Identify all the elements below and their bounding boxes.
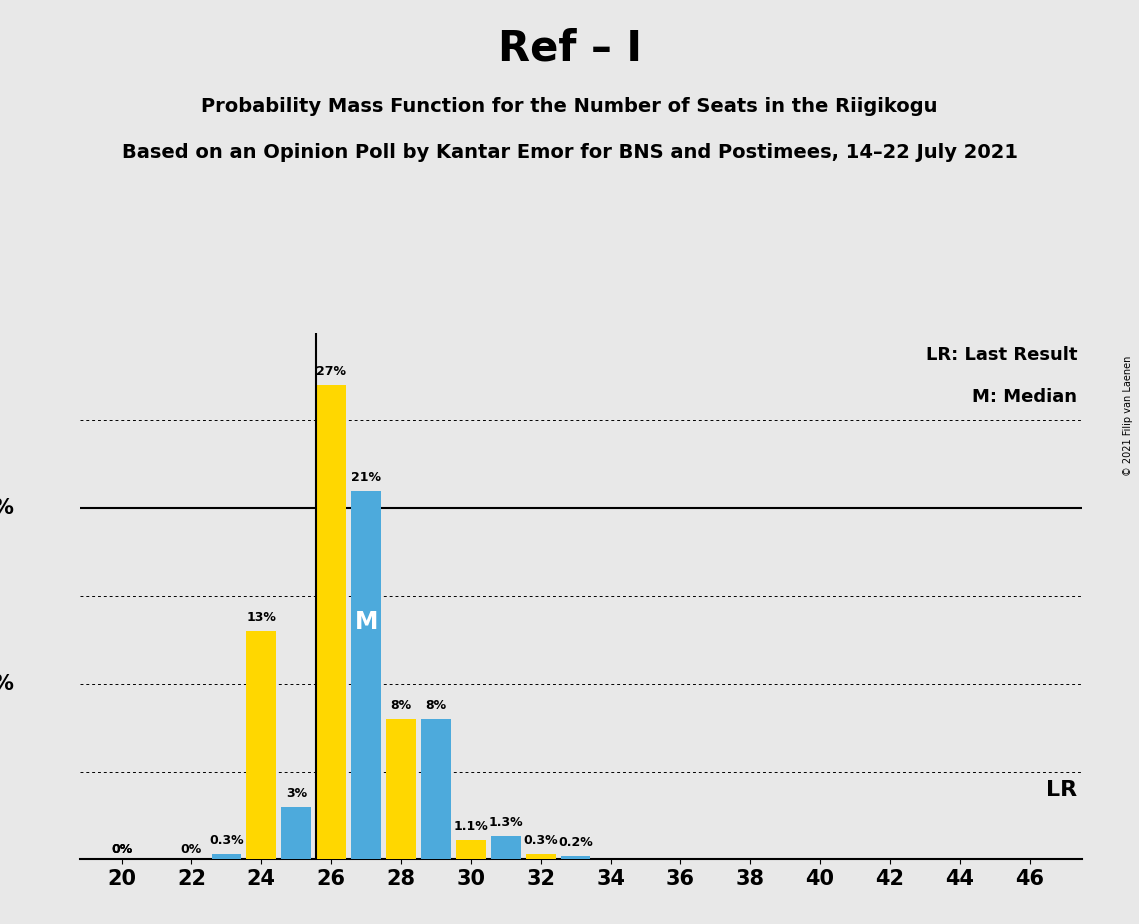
- Text: M: M: [354, 611, 378, 634]
- Bar: [421, 719, 451, 859]
- Text: 10%: 10%: [0, 674, 15, 694]
- Text: 27%: 27%: [317, 365, 346, 378]
- Text: 0%: 0%: [110, 843, 132, 856]
- Text: 1.3%: 1.3%: [489, 817, 523, 830]
- Bar: [246, 631, 276, 859]
- Text: Probability Mass Function for the Number of Seats in the Riigikogu: Probability Mass Function for the Number…: [202, 97, 937, 116]
- Text: 0.3%: 0.3%: [524, 834, 558, 847]
- Text: M: Median: M: Median: [972, 388, 1077, 406]
- Bar: [526, 854, 556, 859]
- Bar: [560, 856, 590, 859]
- Bar: [386, 719, 416, 859]
- Text: LR: LR: [1046, 780, 1077, 800]
- Text: 20%: 20%: [0, 498, 15, 518]
- Text: Ref – I: Ref – I: [498, 28, 641, 69]
- Text: Based on an Opinion Poll by Kantar Emor for BNS and Postimees, 14–22 July 2021: Based on an Opinion Poll by Kantar Emor …: [122, 143, 1017, 163]
- Text: 3%: 3%: [286, 786, 306, 799]
- Text: 13%: 13%: [246, 611, 277, 624]
- Text: 1.1%: 1.1%: [453, 820, 489, 833]
- Bar: [281, 807, 311, 859]
- Text: LR: Last Result: LR: Last Result: [926, 346, 1077, 364]
- Text: 0.2%: 0.2%: [558, 836, 593, 849]
- Text: 8%: 8%: [425, 699, 446, 711]
- Bar: [317, 385, 346, 859]
- Text: 0.3%: 0.3%: [210, 834, 244, 847]
- Bar: [351, 491, 380, 859]
- Text: 0%: 0%: [181, 843, 202, 856]
- Text: © 2021 Filip van Laenen: © 2021 Filip van Laenen: [1123, 356, 1133, 476]
- Text: 0%: 0%: [110, 843, 132, 856]
- Text: 8%: 8%: [391, 699, 411, 711]
- Bar: [456, 840, 485, 859]
- Text: 21%: 21%: [351, 470, 382, 483]
- Bar: [491, 836, 521, 859]
- Bar: [212, 854, 241, 859]
